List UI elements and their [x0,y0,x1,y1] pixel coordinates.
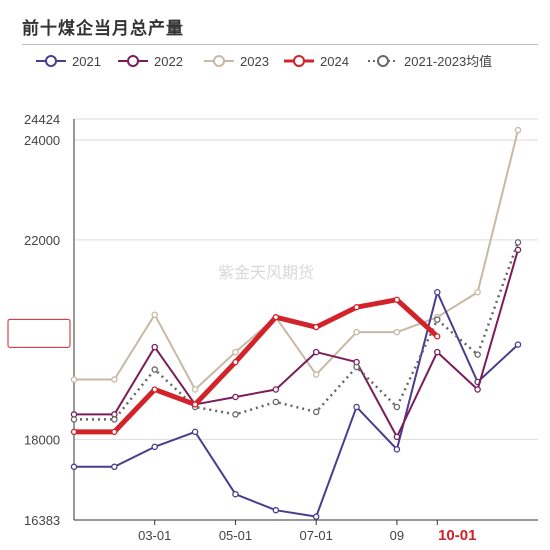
data-point [111,463,118,471]
data-point [191,428,199,436]
data-point [393,296,401,303]
data-point [353,304,360,311]
data-point [70,428,78,436]
data-point [474,288,481,296]
data-point [312,513,320,520]
data-point [514,126,522,134]
data-point [312,348,320,356]
data-point [514,246,522,254]
legend-label: 2021 [72,54,101,69]
x-tick-label: 07-01 [300,528,333,543]
data-point [353,328,360,336]
data-point [393,433,401,441]
legend-label: 2023 [240,54,269,69]
data-point [312,408,320,416]
data-point [151,311,158,318]
legend-item-3[interactable]: 2024 [284,54,349,69]
x-tick-label: 09 [390,528,404,543]
legend-item-4[interactable]: 2021-2023均值 [368,54,492,69]
data-point [434,316,441,323]
data-point [70,463,78,471]
data-point [272,314,279,321]
series-line-0 [74,291,519,518]
data-point [393,328,401,336]
legend-marker [377,55,389,67]
data-point [474,386,481,393]
data-point [272,506,280,514]
data-point [514,239,522,246]
data-point [70,376,78,383]
data-point [434,348,441,356]
data-point [272,398,280,406]
y-tick-label: 24424 [24,112,60,127]
title-divider [22,44,538,45]
series-line-2 [74,129,519,391]
data-point [151,343,158,351]
chart-title: 前十煤企当月总产量 [22,19,184,39]
x-tick-label: 03-01 [138,528,171,543]
watermark-text: 紫金天风期货 [218,263,315,282]
data-point [514,341,522,348]
y-tick-label: 22000 [24,233,60,248]
series-line-1 [74,249,519,438]
data-point [232,348,239,356]
x-tick-label: 10-01 [438,527,476,544]
data-point [272,386,280,393]
data-point [111,428,118,436]
data-point [151,443,158,451]
data-point [353,363,360,371]
data-point [434,333,441,340]
data-point [111,416,118,423]
legend-label: 2021-2023均值 [404,54,492,69]
data-point [191,401,199,408]
data-point [70,416,78,423]
legend-label: 2024 [320,54,349,69]
data-point [312,371,320,378]
series-line-3 [74,297,439,435]
data-point [232,393,239,401]
x-tick-label: 05-01 [219,528,252,543]
legend-marker [45,55,57,67]
legend-label: 2022 [154,54,183,69]
data-point [232,411,239,418]
data-point [151,366,158,373]
data-point [232,358,239,366]
legend-marker [213,55,225,67]
legend-item-0[interactable]: 2021 [36,54,101,69]
legend-marker [127,55,139,67]
data-point [393,403,401,411]
legend-item-1[interactable]: 2022 [118,54,183,69]
y-tick-label: 16383 [24,513,60,528]
y-tick-label: 24000 [24,133,60,148]
data-point [232,490,239,498]
data-point [353,403,360,411]
data-point [474,351,481,358]
data-point [393,446,401,453]
y-tick-label: 18000 [24,432,60,447]
data-point [313,324,320,331]
highlight-label-box [7,318,71,348]
data-point [111,376,118,383]
data-point [434,288,441,296]
legend-marker [293,55,305,67]
legend-item-2[interactable]: 2023 [204,54,269,69]
data-point [151,386,158,393]
data-point [191,386,199,393]
